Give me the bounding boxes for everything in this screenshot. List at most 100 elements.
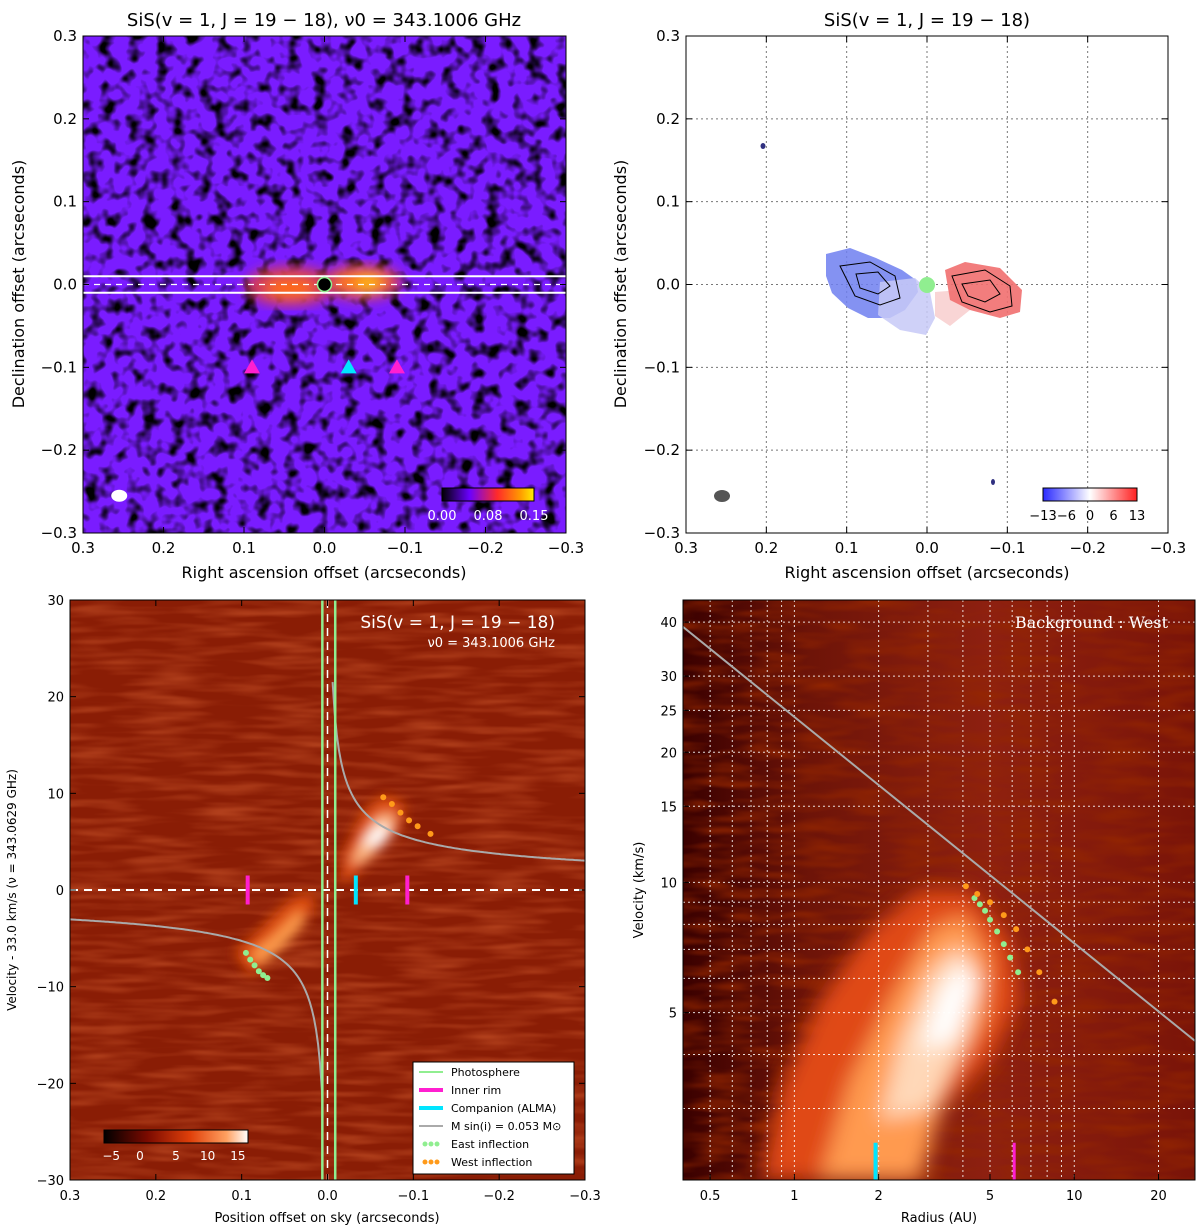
colorbar: −13 −6 0 6 13 <box>1029 487 1146 524</box>
y-tick-label: 30 <box>660 670 677 685</box>
legend: Photosphere Inner rim Companion (ALMA) M si… <box>412 1061 575 1175</box>
west-inflection-point <box>380 794 387 801</box>
colorbar-tick-label: −13 <box>1029 509 1056 524</box>
x-axis-label: Right ascension offset (arcseconds) <box>785 563 1070 582</box>
colorbar-tick-label: 5 <box>172 1149 180 1163</box>
y-tick-label: 0.3 <box>656 27 680 45</box>
east-inflection-point <box>255 968 262 975</box>
keplerian-line <box>683 626 1195 1042</box>
y-tick-label: 15 <box>660 800 677 815</box>
colorbar-tick-label: 0.00 <box>428 509 457 524</box>
west-inflection-point <box>1013 926 1020 933</box>
west-inflection-point <box>388 800 395 807</box>
velocity-field <box>714 143 1022 502</box>
legend-swatch <box>422 1141 428 1147</box>
beam-ellipse <box>111 489 128 502</box>
east-inflection-point <box>994 928 1001 935</box>
legend-swatch <box>434 1141 440 1147</box>
east-inflection-point <box>976 901 983 908</box>
y-tick-label: 0.2 <box>53 110 77 128</box>
y-tick-label: 10 <box>47 787 64 802</box>
y-tick-label: 0.0 <box>656 276 680 294</box>
x-tick-label: −0.1 <box>387 539 423 557</box>
rv-emission <box>760 890 1020 1180</box>
east-inflection-point <box>1000 941 1007 948</box>
star-marker <box>919 277 935 293</box>
x-tick-label: 0.3 <box>71 539 95 557</box>
chart-title: SiS(v = 1, J = 19 − 18) <box>824 10 1030 31</box>
x-tick-label: 0.0 <box>313 539 337 557</box>
x-tick-label: 0.1 <box>835 539 859 557</box>
y-tick-label: 0.1 <box>656 193 680 211</box>
x-tick-label: 0.2 <box>754 539 778 557</box>
x-tick-label: 0.0 <box>915 539 939 557</box>
colorbar-tick-label: −5 <box>102 1149 120 1163</box>
x-tick-label: 0.5 <box>700 1189 721 1204</box>
east-inflection-point <box>1007 954 1014 961</box>
y-tick-label: 10 <box>660 876 677 891</box>
colorbar-tick-label: 0.15 <box>520 509 549 524</box>
x-tick-label: −0.2 <box>1069 539 1105 557</box>
y-tick-label: 20 <box>47 691 64 706</box>
legend-label: Inner rim <box>451 1084 501 1097</box>
east-inflection-point <box>982 907 989 914</box>
colorbar-tick-label: 13 <box>1129 509 1146 524</box>
pv-title: SiS(v = 1, J = 19 − 18) <box>360 613 555 633</box>
x-tick-label: 0.2 <box>152 539 176 557</box>
x-tick-label: 20 <box>1150 1189 1167 1204</box>
colorbar-tick-label: 0 <box>1086 509 1094 524</box>
y-tick-label: −30 <box>37 1174 64 1189</box>
y-tick-label: −10 <box>37 981 64 996</box>
y-axis-label: Declination offset (arcseconds) <box>9 160 28 409</box>
colorbar-tick-label: −6 <box>1057 509 1076 524</box>
colorbar-tick-label: 6 <box>1109 509 1117 524</box>
y-axis-label: Declination offset (arcseconds) <box>611 160 630 409</box>
colorbar-tick-label: 0.08 <box>474 509 503 524</box>
y-tick-label: −20 <box>37 1077 64 1092</box>
y-tick-label: 40 <box>660 616 677 631</box>
x-tick-label: 2 <box>874 1189 882 1204</box>
x-axis-label: Right ascension offset (arcseconds) <box>182 563 467 582</box>
legend-label: M sin(i) = 0.053 M⊙ <box>451 1120 561 1133</box>
legend-label: Photosphere <box>451 1066 520 1079</box>
triangle-marker-inner-rim-west <box>388 359 405 374</box>
west-inflection-point <box>427 830 434 837</box>
y-tick-label: 0.3 <box>53 27 77 45</box>
x-tick-label: 0.2 <box>145 1189 166 1204</box>
west-inflection-point <box>1051 998 1058 1005</box>
y-tick-label: 0.0 <box>53 276 77 294</box>
east-inflection-point <box>260 972 267 979</box>
legend-swatch <box>428 1159 434 1165</box>
east-inflection-point <box>247 956 254 963</box>
west-inflection-point <box>406 817 413 824</box>
legend-label: West inflection <box>451 1156 532 1169</box>
west-inflection-point <box>974 891 981 898</box>
x-axis-label: Radius (AU) <box>901 1211 977 1226</box>
y-tick-label: 0.2 <box>656 110 680 128</box>
legend-swatch <box>428 1141 434 1147</box>
colorbar-tick-label: 15 <box>230 1149 245 1163</box>
y-tick-label: 20 <box>660 746 677 761</box>
east-inflection-point <box>242 949 249 956</box>
y-tick-label: −0.3 <box>41 524 77 542</box>
x-tick-label: 5 <box>986 1189 994 1204</box>
west-inflection-point <box>1000 912 1007 919</box>
plot-frame <box>682 599 1196 1181</box>
x-tick-label: −0.2 <box>467 539 503 557</box>
star-marker <box>316 276 333 293</box>
legend-swatch <box>422 1159 428 1165</box>
legend-swatch <box>434 1159 440 1165</box>
x-tick-label: −0.1 <box>989 539 1025 557</box>
panel-intensity-map: 0.3 0.2 0.1 0.0 −0.1 −0.2 −0.3−0.3−0.2−0.10.00… <box>9 10 584 582</box>
east-inflection-point <box>264 974 271 981</box>
y-tick-label: 0.1 <box>53 193 77 211</box>
west-inflection-point <box>987 899 994 906</box>
west-inflection-point <box>1024 946 1031 953</box>
beam-ellipse <box>714 490 730 502</box>
keplerian-curve <box>331 682 585 862</box>
east-inflection-point <box>1015 969 1022 976</box>
chart-title: SiS(v = 1, J = 19 − 18), ν0 = 343.1006 G… <box>127 10 521 31</box>
x-tick-label: −0.2 <box>483 1189 515 1204</box>
